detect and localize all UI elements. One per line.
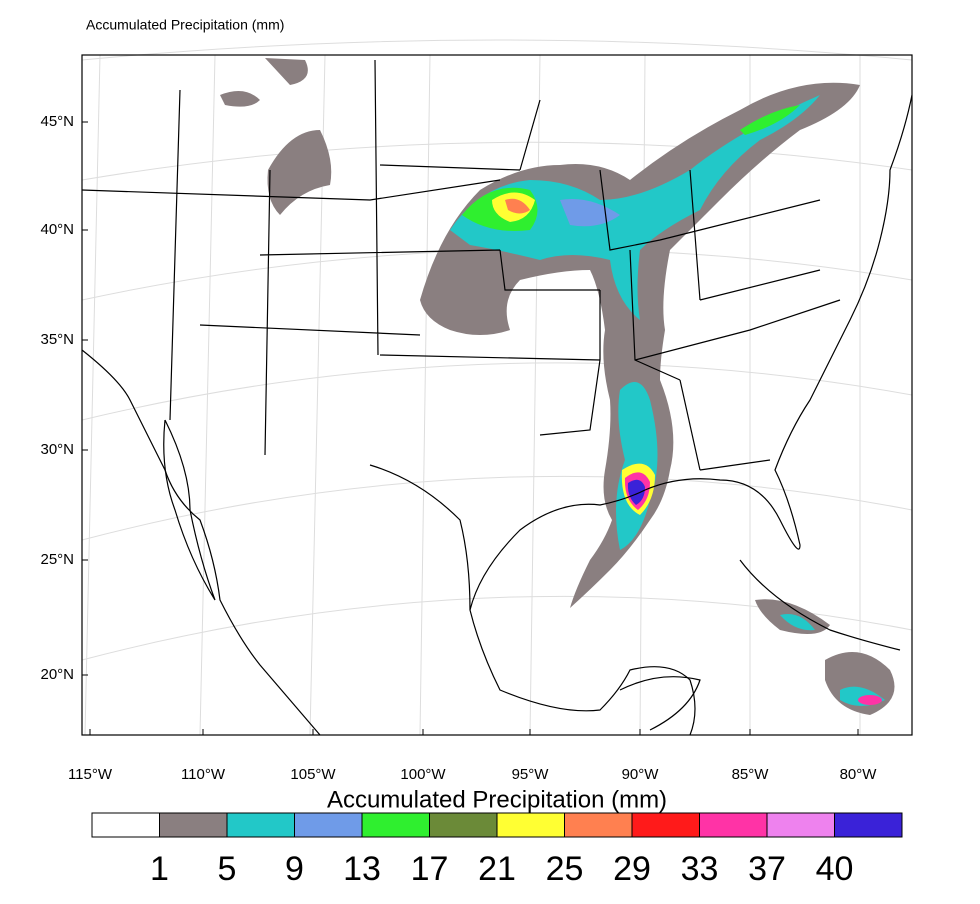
precip-heavy (505, 198, 530, 214)
lat-label: 30°N (40, 441, 74, 458)
precipitation (220, 58, 895, 715)
precip-light (616, 382, 885, 706)
colorbar-label: 29 (613, 850, 651, 888)
map (81, 39, 913, 736)
lat-label: 45°N (40, 113, 74, 130)
axis-labels: 45°N 40°N 35°N 30°N 25°N 20°N 115°W 110°W 105°W 1… (40, 113, 877, 783)
colorbar-box (496, 812, 565, 838)
plot-title: Accumulated Precipitation (mm) (86, 17, 284, 33)
lon-label: 115°W (68, 766, 113, 783)
colorbar-box (699, 812, 768, 838)
colorbar-box (294, 812, 363, 838)
map-frame (81, 54, 913, 736)
lon-label: 90°W (622, 766, 660, 783)
colorbar-label: 21 (478, 850, 516, 888)
colorbar-box (429, 812, 498, 838)
precip-mod (462, 105, 800, 231)
lat-label: 40°N (40, 221, 74, 238)
lon-label: 100°W (400, 766, 446, 783)
lat-label: 35°N (40, 331, 74, 348)
precip-patch (267, 130, 332, 215)
colorbar-label: 33 (681, 850, 719, 888)
colorbar-label: 13 (343, 850, 381, 888)
lon-label: 110°W (181, 766, 226, 783)
colorbar-box (159, 812, 228, 838)
colorbar-box (564, 812, 633, 838)
lon-label: 105°W (290, 766, 336, 783)
colorbar-label: 40 (816, 850, 854, 888)
colorbar-box (226, 812, 295, 838)
colorbar: Accumulated Precipitation (mm) 1 5 9 13 17 21… (91, 786, 903, 888)
precip-heavy (858, 695, 882, 705)
map-background (82, 55, 912, 735)
boundaries (81, 59, 913, 736)
colorbar-box (766, 812, 835, 838)
precip-max (627, 479, 645, 505)
colorbar-box (91, 812, 160, 838)
lat-label: 25°N (40, 551, 74, 568)
colorbar-label: 37 (748, 850, 786, 888)
colorbar-label: 25 (546, 850, 584, 888)
colorbar-title: Accumulated Precipitation (mm) (327, 786, 667, 813)
precip-mod (560, 199, 620, 227)
colorbar-label: 1 (150, 850, 169, 888)
colorbar-label: 9 (285, 850, 304, 888)
lon-label: 95°W (512, 766, 550, 783)
lon-label: 85°W (732, 766, 770, 783)
lat-label: 20°N (40, 666, 74, 683)
colorbar-label: 5 (218, 850, 237, 888)
colorbar-label: 17 (411, 850, 449, 888)
lon-label: 80°W (840, 766, 878, 783)
precip-light (450, 95, 820, 320)
colorbar-box (834, 812, 903, 838)
colorbar-box (361, 812, 430, 838)
colorbar-box (631, 812, 700, 838)
